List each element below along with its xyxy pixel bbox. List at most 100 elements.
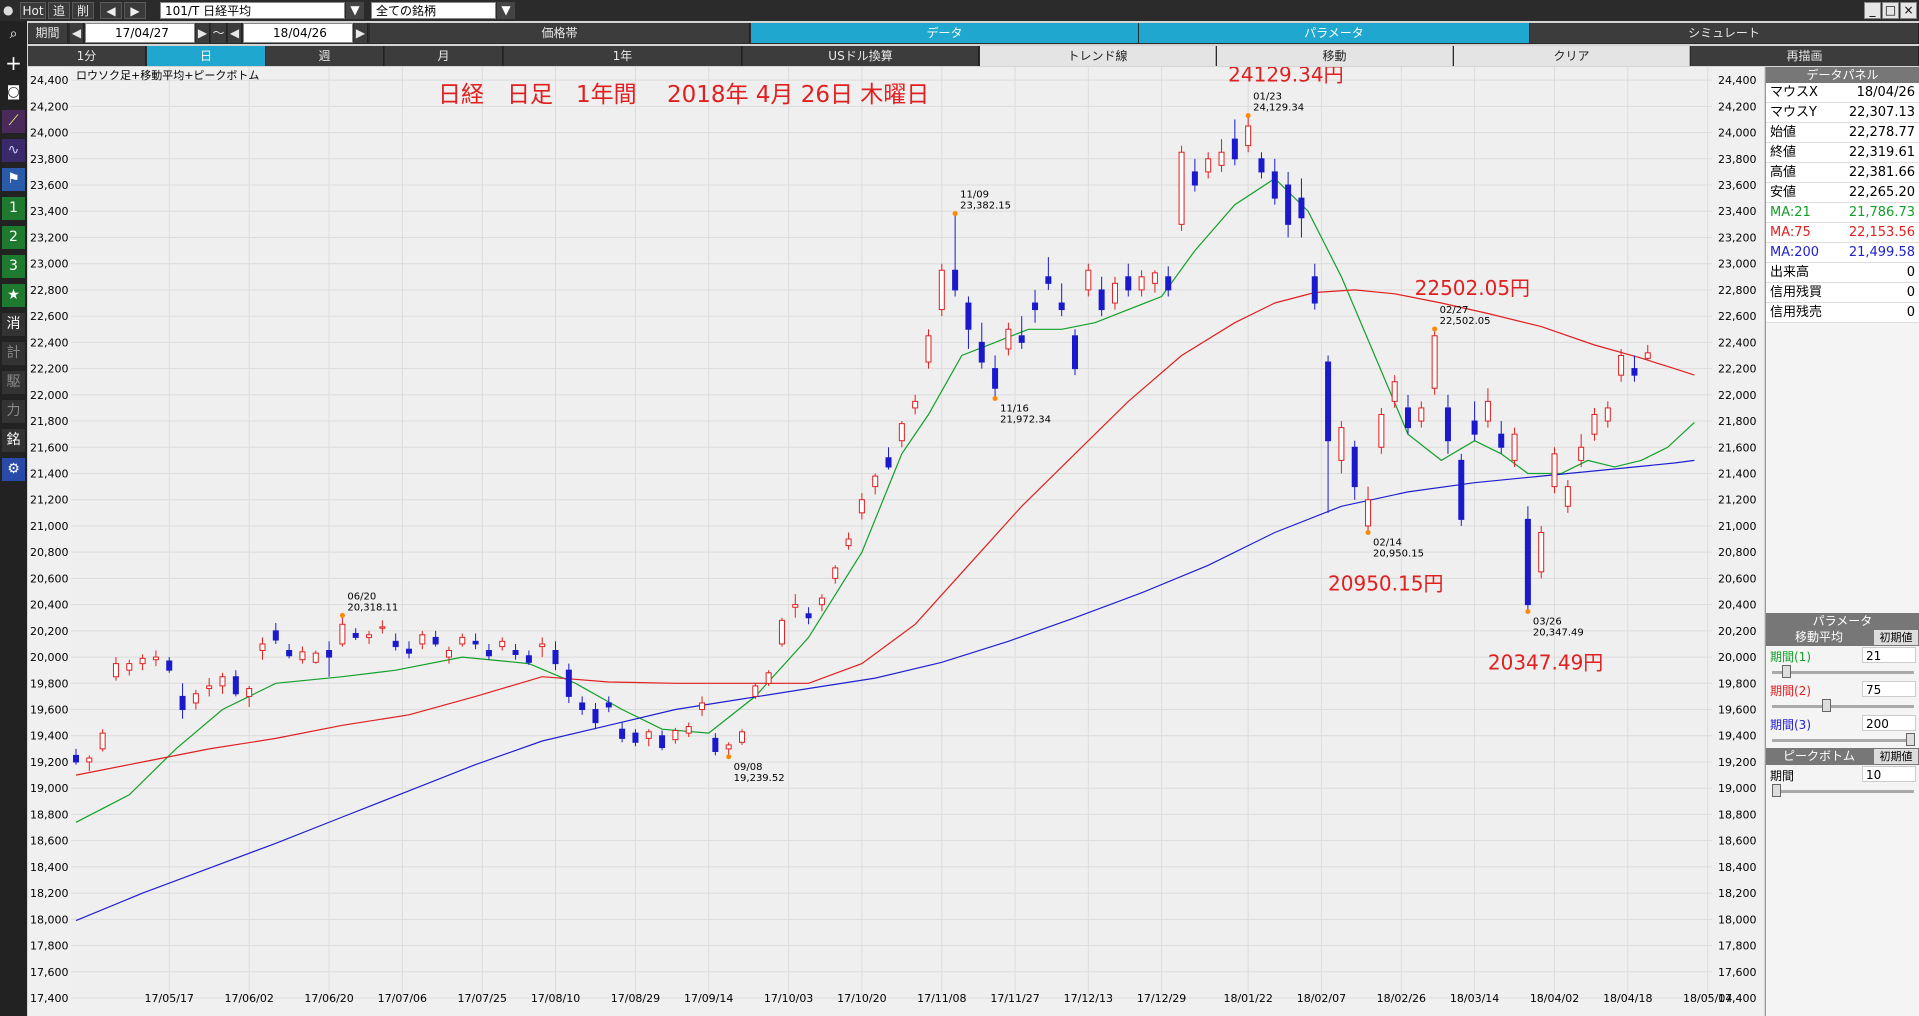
pb-period-track[interactable] (1772, 790, 1914, 793)
candle (272, 622, 279, 644)
tab-clear[interactable]: クリア (1454, 46, 1690, 66)
search-icon[interactable]: ⌕ (9, 26, 18, 42)
y-tick-label-right: 19,600 (1718, 704, 1757, 717)
x-tick-label: 17/05/17 (145, 992, 194, 1005)
stock-button[interactable]: 銘 (2, 429, 25, 452)
top-toolbar: ● Hot 追 削 ◀ ▶ 101/T 日経平均 ▼ 全ての銘柄 ▼ _ □ × (0, 0, 1919, 21)
tab-price-band[interactable]: 価格帯 (370, 23, 750, 43)
lightbulb-icon[interactable]: ● (3, 3, 14, 17)
next-symbol-button[interactable]: ▶ (124, 2, 146, 19)
trend-chart-icon[interactable]: ∿ (2, 139, 25, 162)
preset-3-button[interactable]: 3 (2, 255, 25, 278)
maximize-button[interactable]: □ (1882, 2, 1899, 19)
camera-icon[interactable]: ◙ (6, 84, 21, 100)
period-label: 期間 (28, 23, 68, 43)
y-tick-label-right: 19,000 (1718, 782, 1757, 795)
ma-period-2-input[interactable]: 75 (1862, 681, 1916, 697)
tab-trendline[interactable]: トレンド線 (980, 46, 1216, 66)
candle (406, 641, 412, 659)
data-row-key: 始値 (1770, 125, 1797, 140)
pb-period-input[interactable]: 10 (1862, 766, 1916, 782)
date-from-prev-button[interactable]: ◀ (70, 23, 84, 43)
power-button[interactable]: 力 (2, 400, 25, 423)
ma-period-1-input[interactable]: 21 (1862, 647, 1916, 663)
y-tick-label-left: 20,200 (30, 625, 69, 638)
tab-1year[interactable]: 1年 (504, 46, 742, 66)
tab-1min[interactable]: 1分 (28, 46, 146, 66)
peak-bottom-value: 19,239.52 (734, 773, 785, 784)
peak-bottom-value: 20,950.15 (1373, 548, 1424, 559)
candle (179, 683, 186, 719)
candle (805, 607, 812, 625)
tab-move[interactable]: 移動 (1217, 46, 1453, 66)
candle (259, 637, 266, 660)
peak-bottom-date: 02/14 (1373, 537, 1402, 548)
minimize-button[interactable]: _ (1864, 2, 1881, 19)
line-chart-icon[interactable]: ⟋ (2, 110, 25, 133)
tab-parameter[interactable]: パラメータ (1139, 23, 1529, 43)
date-from-next-button[interactable]: ▶ (196, 23, 210, 43)
preset-2-button[interactable]: 2 (2, 226, 25, 249)
ma-period-3-track[interactable] (1772, 739, 1914, 742)
date-to-field[interactable]: 18/04/26 (243, 23, 353, 43)
flag-icon[interactable]: ⚑ (2, 168, 25, 191)
star-icon[interactable]: ★ (2, 284, 25, 307)
peak-bottom-marker (339, 612, 345, 618)
ma-period-1-slider[interactable] (1782, 665, 1791, 678)
date-to-next-button[interactable]: ▶ (354, 23, 368, 43)
chart-title: 日経 日足 1年間 2018年 4月 26日 木曜日 (438, 82, 929, 108)
y-tick-label-right: 21,600 (1718, 441, 1757, 454)
prev-symbol-button[interactable]: ◀ (100, 2, 122, 19)
candle (339, 615, 346, 647)
symbol-dropdown-button[interactable]: ▼ (346, 2, 364, 19)
data-row-value: 21,786.73 (1848, 205, 1915, 220)
x-tick-label: 18/05/04 (1683, 992, 1732, 1005)
data-row-value: 21,499.58 (1848, 245, 1915, 260)
ma-period-2-slider[interactable] (1822, 699, 1831, 712)
erase-button[interactable]: 消 (2, 313, 25, 336)
tab-monthly[interactable]: 月 (385, 46, 503, 66)
date-to-prev-button[interactable]: ◀ (228, 23, 242, 43)
gear-icon[interactable]: ⚙ (2, 458, 25, 481)
symbol-field[interactable]: 101/T 日経平均 (160, 2, 345, 19)
chart-area[interactable]: 06/20 20,318.11 09/08 19,239.52 11/09 23,382.… (28, 67, 1764, 1016)
tab-weekly[interactable]: 週 (266, 46, 384, 66)
drive-button[interactable]: 駆 (2, 371, 25, 394)
pb-period-slider[interactable] (1772, 784, 1781, 797)
tab-usd[interactable]: USドル換算 (743, 46, 979, 66)
ma-period-2-track[interactable] (1772, 705, 1914, 708)
tab-simulate[interactable]: シミュレート (1530, 23, 1919, 43)
tab-redraw[interactable]: 再描画 (1691, 46, 1919, 66)
candle (326, 641, 333, 677)
candle (712, 733, 719, 756)
filter-field[interactable]: 全ての銘柄 (371, 2, 496, 19)
ma-period-1-track[interactable] (1772, 671, 1914, 674)
preset-1-button[interactable]: 1 (2, 197, 25, 220)
calc-button[interactable]: 計 (2, 342, 25, 365)
ma-reset-button[interactable]: 初期値 (1874, 630, 1918, 645)
candle (1072, 329, 1078, 376)
hot-button[interactable]: Hot (20, 2, 46, 19)
pb-reset-button[interactable]: 初期値 (1874, 749, 1918, 764)
ma-period-3-label: 期間(3) (1770, 718, 1811, 732)
crosshair-icon[interactable]: + (5, 51, 22, 75)
peak-bottom-date: 11/09 (960, 190, 989, 201)
delete-button[interactable]: 削 (72, 2, 94, 19)
date-from-field[interactable]: 17/04/27 (85, 23, 195, 43)
y-tick-label-left: 23,400 (30, 205, 69, 218)
ma-period-3-slider[interactable] (1906, 733, 1915, 746)
candle (126, 659, 133, 676)
add-button[interactable]: 追 (48, 2, 70, 19)
ma-period-3-input[interactable]: 200 (1862, 715, 1916, 731)
y-tick-label-right: 24,400 (1718, 74, 1757, 87)
candle (1591, 407, 1598, 441)
candle (952, 213, 959, 297)
tab-data[interactable]: データ (751, 23, 1138, 43)
tab-daily[interactable]: 日 (147, 46, 265, 66)
close-button[interactable]: × (1900, 2, 1917, 19)
y-tick-label-right: 23,200 (1718, 231, 1757, 244)
filter-dropdown-button[interactable]: ▼ (497, 2, 515, 19)
y-tick-label-right: 22,800 (1718, 284, 1757, 297)
candle (459, 633, 466, 647)
